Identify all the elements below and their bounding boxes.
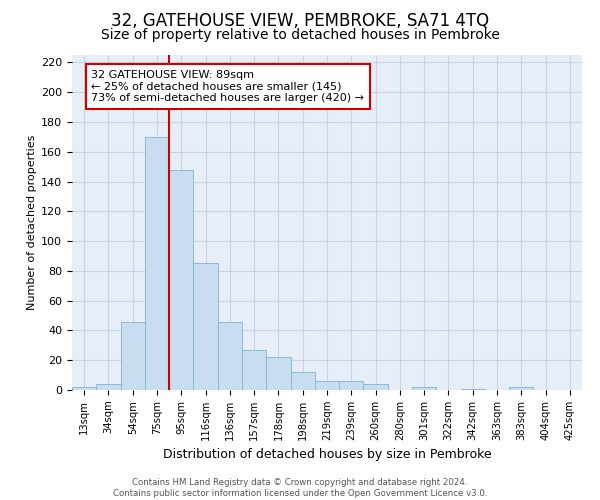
Bar (509, 387, 533, 390)
Bar (266, 357, 290, 390)
Bar (121, 322, 145, 390)
Text: Size of property relative to detached houses in Pembroke: Size of property relative to detached ho… (101, 28, 499, 42)
Bar (72, 387, 96, 390)
Text: Contains HM Land Registry data © Crown copyright and database right 2024.
Contai: Contains HM Land Registry data © Crown c… (113, 478, 487, 498)
Bar (242, 350, 266, 390)
Text: 32, GATEHOUSE VIEW, PEMBROKE, SA71 4TQ: 32, GATEHOUSE VIEW, PEMBROKE, SA71 4TQ (111, 12, 489, 30)
X-axis label: Distribution of detached houses by size in Pembroke: Distribution of detached houses by size … (163, 448, 491, 462)
Bar (315, 381, 339, 390)
Bar (193, 264, 218, 390)
Bar (461, 388, 485, 390)
Bar (364, 384, 388, 390)
Text: 32 GATEHOUSE VIEW: 89sqm
← 25% of detached houses are smaller (145)
73% of semi-: 32 GATEHOUSE VIEW: 89sqm ← 25% of detach… (91, 70, 364, 103)
Bar (96, 384, 121, 390)
Bar (145, 137, 169, 390)
Y-axis label: Number of detached properties: Number of detached properties (27, 135, 37, 310)
Bar (218, 322, 242, 390)
Bar (339, 381, 364, 390)
Bar (412, 387, 436, 390)
Bar (169, 170, 193, 390)
Bar (290, 372, 315, 390)
